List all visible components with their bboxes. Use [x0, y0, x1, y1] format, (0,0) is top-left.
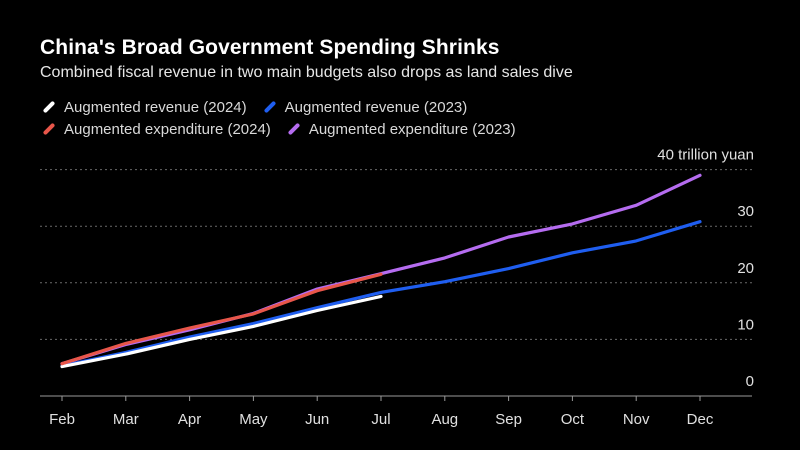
legend-label: Augmented revenue (2024) [64, 98, 247, 116]
series-layer [60, 173, 702, 369]
legend-item-revenue-2023: Augmented revenue (2023) [261, 98, 468, 116]
series-line-augmented-revenue-2024 [60, 294, 383, 369]
x-tick-label: Dec [687, 411, 714, 428]
x-tick-label: Mar [113, 411, 139, 428]
x-tick-label: Nov [623, 411, 650, 428]
legend-row-2: Augmented expenditure (2024) Augmented e… [40, 118, 760, 140]
x-tick-label: Aug [431, 411, 458, 428]
legend-label: Augmented revenue (2023) [284, 98, 468, 116]
chart-subtitle: Combined fiscal revenue in two main budg… [40, 64, 573, 81]
legend-row-1: Augmented revenue (2024) Augmented reven… [40, 96, 760, 118]
x-tick-label: Jun [305, 411, 329, 428]
x-tick-label: Oct [561, 411, 585, 428]
legend-item-expenditure-2024: Augmented expenditure (2024) [40, 121, 271, 138]
series-line-augmented-revenue-2023 [60, 220, 702, 368]
series-line-augmented-expenditure-2024 [60, 272, 383, 366]
chart-title: China's Broad Government Spending Shrink… [40, 36, 500, 59]
label-layer: 0 10 20 30 40 trillion yuan Feb Mar Apr May Jun Ju… [49, 147, 754, 428]
y-tick-label: 10 [737, 316, 754, 333]
x-tick-label: Sep [495, 411, 522, 428]
x-tick-label: Apr [178, 411, 201, 428]
y-tick-label: 30 [737, 203, 754, 220]
x-tick-label: Feb [49, 411, 75, 428]
y-tick-label: 0 [746, 373, 754, 390]
y-tick-label: 40 trillion yuan [657, 147, 754, 164]
legend-item-revenue-2024: Augmented revenue (2024) [40, 99, 247, 116]
legend-label: Augmented expenditure (2023) [308, 120, 516, 138]
legend-label: Augmented expenditure (2024) [64, 120, 271, 138]
y-tick-label: 20 [737, 260, 754, 277]
grid-layer [40, 169, 752, 401]
x-tick-label: Jul [371, 411, 390, 428]
legend-item-expenditure-2023: Augmented expenditure (2023) [285, 121, 516, 138]
legend: Augmented revenue (2024) Augmented reven… [40, 96, 760, 140]
x-tick-label: May [239, 411, 268, 428]
